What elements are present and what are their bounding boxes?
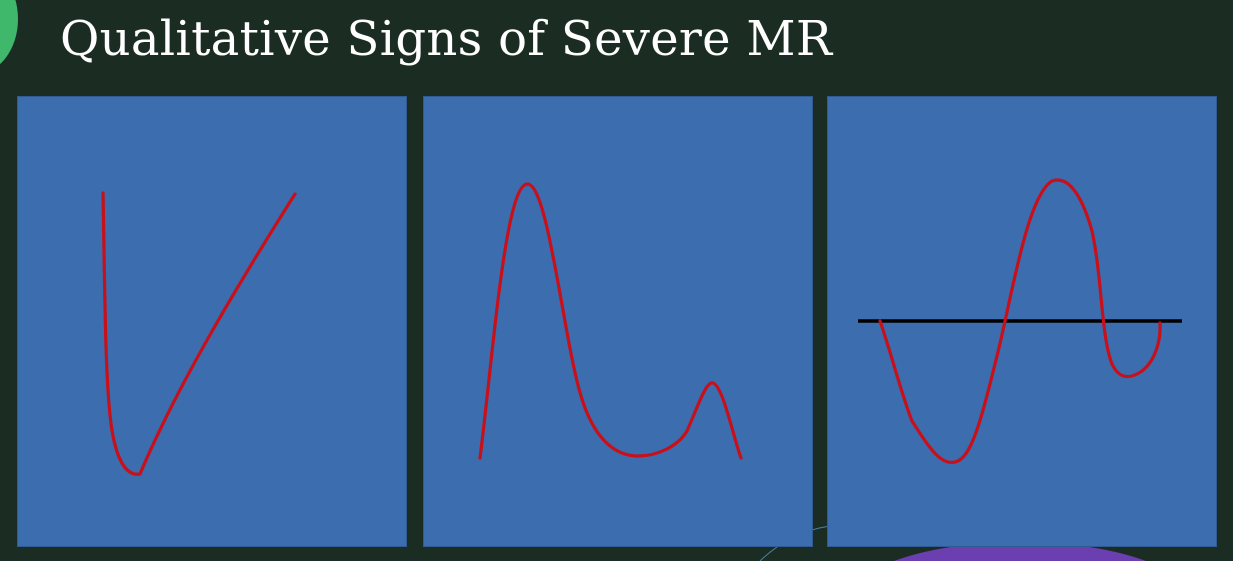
v-shaped-waveform-icon (101, 191, 297, 476)
slide-title: Qualitative Signs of Severe MR (60, 11, 833, 67)
green-accent-circle (0, 0, 18, 74)
waveform-panel-3 (827, 96, 1217, 547)
tall-peak-waveform-icon (478, 182, 743, 460)
flow-reversal-waveform-curve (878, 178, 1162, 464)
flow-reversal-waveform-icon (858, 178, 1182, 464)
waveform-panel-2 (423, 96, 813, 547)
tall-peak-waveform-curve (478, 182, 743, 460)
waveform-panel-1 (17, 96, 407, 547)
v-waveform-curve (101, 191, 297, 476)
